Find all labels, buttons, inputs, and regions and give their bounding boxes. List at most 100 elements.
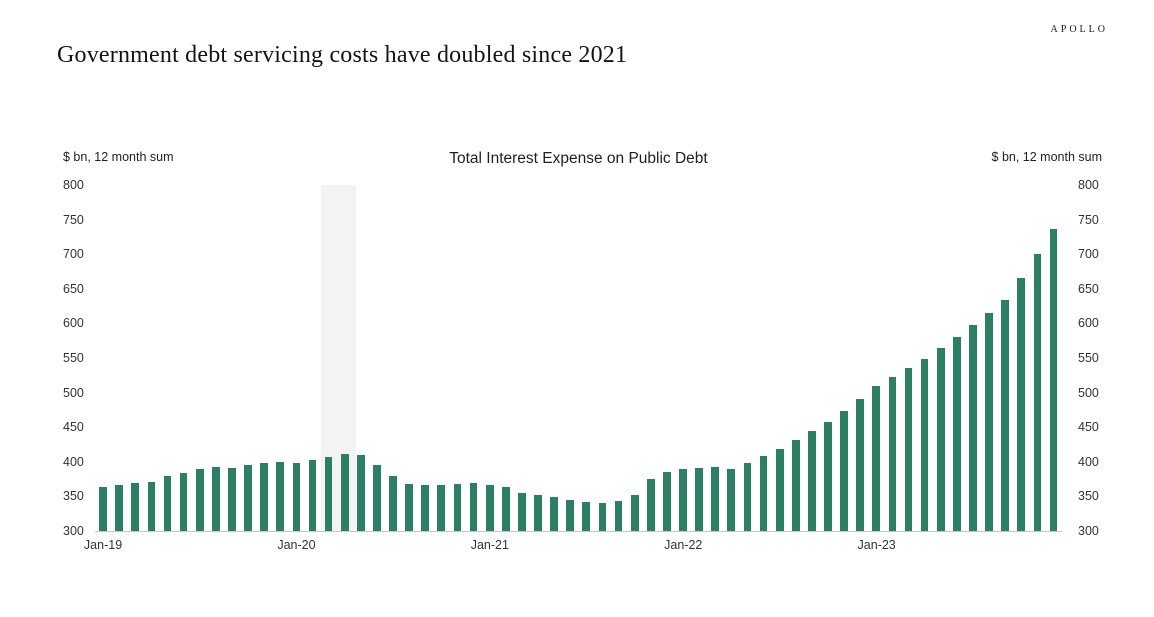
y-axis-left: 800 750 700 650 600 550 500 450 400 350 300: [63, 179, 97, 537]
bar-slot: [933, 185, 949, 531]
bar: [711, 466, 720, 531]
bar-slot: [304, 185, 320, 531]
bar: [260, 463, 268, 531]
x-tick-label: Jan-21: [470, 538, 509, 552]
bar-slot: [546, 185, 562, 531]
bar: [276, 461, 285, 531]
bar: [824, 421, 832, 531]
y-tick-label: 400: [1078, 454, 1099, 469]
bar-slot: [498, 185, 514, 531]
bar: [389, 475, 397, 531]
bar: [888, 377, 897, 531]
bar-slot: [1045, 185, 1061, 531]
bar: [920, 358, 929, 531]
bar: [856, 398, 865, 531]
bar-slot: [1029, 185, 1045, 531]
apollo-logo: APOLLO: [1050, 24, 1108, 35]
bar-slot: [917, 185, 933, 531]
bar-slot: [321, 185, 337, 531]
bar: [904, 368, 913, 531]
bar-slot: [143, 185, 159, 531]
bar-slot: [820, 185, 836, 531]
y-tick-label: 800: [63, 177, 84, 192]
bar-slot: [369, 185, 385, 531]
bar: [743, 463, 752, 531]
bar: [340, 454, 349, 531]
y-tick-label: 800: [1078, 177, 1099, 192]
bar: [1001, 299, 1010, 531]
page-title: Government debt servicing costs have dou…: [57, 42, 628, 68]
bar-slot: [611, 185, 627, 531]
bar: [244, 464, 252, 531]
bar-slot: [884, 185, 900, 531]
bar-slot: [707, 185, 723, 531]
bar-slot: [192, 185, 208, 531]
y-tick-label: 350: [1078, 489, 1099, 504]
y-tick-label: 700: [1078, 246, 1099, 261]
bar: [791, 440, 800, 531]
y-tick-label: 750: [1078, 212, 1099, 227]
bar: [598, 502, 607, 531]
bar: [485, 485, 494, 531]
bar: [179, 472, 188, 531]
bar: [969, 325, 977, 531]
bar: [99, 487, 107, 531]
bar: [840, 411, 848, 531]
y-tick-label: 500: [1078, 385, 1099, 400]
bar-slot: [675, 185, 691, 531]
bar: [292, 462, 301, 531]
bar: [356, 454, 365, 531]
bar: [131, 483, 140, 531]
y-tick-label: 350: [63, 489, 84, 504]
y-tick-label: 300: [1078, 523, 1099, 538]
bar: [308, 459, 317, 531]
bar-slot: [224, 185, 240, 531]
bar-slot: [739, 185, 755, 531]
right-axis-unit-label: $ bn, 12 month sum: [991, 150, 1102, 164]
plot-area: [95, 185, 1062, 532]
y-tick-label: 700: [63, 246, 84, 261]
bar-slot: [95, 185, 111, 531]
bar-slot: [482, 185, 498, 531]
bar: [775, 448, 784, 531]
bar: [550, 497, 558, 531]
bar-slot: [723, 185, 739, 531]
y-tick-label: 450: [63, 419, 84, 434]
y-tick-label: 400: [63, 454, 84, 469]
x-tick-label: Jan-23: [857, 538, 896, 552]
bar-slot: [401, 185, 417, 531]
bar: [808, 431, 816, 531]
y-tick-label: 650: [1078, 281, 1099, 296]
bar: [936, 348, 945, 531]
bar-series: [95, 185, 1062, 531]
y-tick-label: 750: [63, 212, 84, 227]
bar: [582, 501, 591, 531]
bar: [453, 483, 462, 531]
bar-slot: [514, 185, 530, 531]
bar: [163, 475, 172, 531]
bar-slot: [176, 185, 192, 531]
y-tick-label: 550: [1078, 350, 1099, 365]
bar-slot: [353, 185, 369, 531]
bar-slot: [127, 185, 143, 531]
bar: [1033, 254, 1042, 531]
bar: [566, 499, 575, 531]
bar-slot: [804, 185, 820, 531]
y-tick-label: 550: [63, 350, 84, 365]
bar: [211, 466, 220, 531]
bar-slot: [111, 185, 127, 531]
bar: [147, 481, 156, 531]
bar-slot: [643, 185, 659, 531]
x-tick-label: Jan-20: [277, 538, 316, 552]
bar: [1049, 228, 1058, 531]
bar: [518, 492, 526, 531]
bar: [501, 487, 510, 531]
bar-slot: [466, 185, 482, 531]
bar-slot: [417, 185, 433, 531]
bar: [646, 479, 655, 531]
left-axis-unit-label: $ bn, 12 month sum: [63, 150, 174, 164]
y-tick-label: 600: [1078, 316, 1099, 331]
bar: [228, 468, 236, 531]
bar-slot: [997, 185, 1013, 531]
bar-slot: [562, 185, 578, 531]
